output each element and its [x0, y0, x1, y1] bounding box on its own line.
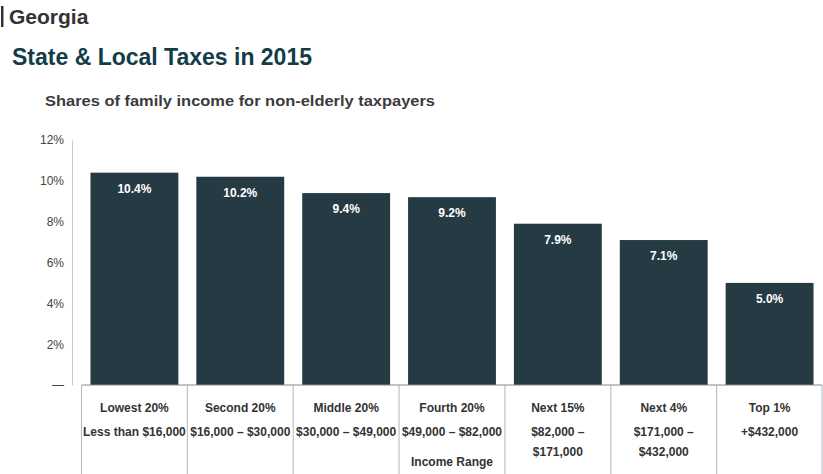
- y-tick-label: 12%: [40, 133, 64, 147]
- x-tick-label: $49,000 – $82,000: [402, 425, 502, 439]
- bar: [514, 224, 602, 385]
- separator: [81, 385, 82, 474]
- x-axis-line: [82, 385, 822, 386]
- header: Georgia: [9, 5, 89, 28]
- x-tick-label: $16,000 – $30,000: [190, 425, 290, 439]
- bar: [620, 240, 708, 385]
- data-label: 10.4%: [117, 182, 151, 196]
- bars: [90, 173, 813, 385]
- x-tick-label: $432,000: [639, 445, 689, 459]
- bar: [302, 193, 390, 385]
- x-tick-label: Second 20%: [205, 401, 276, 415]
- y-tick-label: 10%: [40, 174, 64, 188]
- x-tick-label: Next 15%: [531, 401, 585, 415]
- y-tick: 8%: [47, 215, 72, 229]
- x-tick-label: $82,000 –: [531, 425, 585, 439]
- y-tick-label: —: [52, 378, 64, 392]
- y-axis-line: [72, 141, 73, 386]
- x-tick-label: Lowest 20%: [100, 401, 169, 415]
- x-axis: Lowest 20% Less than $16,000 Second 20% $16…: [83, 401, 798, 459]
- data-label: 5.0%: [756, 292, 784, 306]
- subtitle: Shares of family income for non-elderly …: [45, 92, 435, 109]
- y-tick: 10%: [40, 174, 72, 188]
- y-tick-label: 6%: [47, 256, 65, 270]
- title: State & Local Taxes in 2015: [12, 44, 312, 70]
- x-tick-label: Top 1%: [749, 401, 791, 415]
- chart: Georgia State & Local Taxes in 2015 Shares…: [0, 0, 823, 474]
- y-tick: 12%: [40, 133, 72, 147]
- bar: [408, 197, 496, 385]
- y-tick: 6%: [47, 256, 72, 270]
- data-label: 7.1%: [650, 249, 678, 263]
- x-tick-label: $30,000 – $49,000: [296, 425, 396, 439]
- bar: [90, 173, 178, 385]
- x-axis-title: Income Range: [411, 455, 493, 469]
- x-tick-label: $171,000: [533, 445, 583, 459]
- separator: [504, 385, 505, 474]
- header-bar: [1, 6, 4, 27]
- separator: [610, 385, 611, 474]
- separator: [399, 385, 400, 474]
- separator: [716, 385, 717, 474]
- y-tick-label: 8%: [47, 215, 65, 229]
- separator: [187, 385, 188, 474]
- bar: [196, 177, 284, 385]
- y-axis: — 2% 4% 6% 8% 10% 12%: [40, 133, 73, 392]
- y-tick: —: [52, 378, 72, 392]
- data-label: 7.9%: [544, 233, 572, 247]
- separator: [822, 385, 823, 474]
- data-label: 10.2%: [223, 186, 257, 200]
- x-tick-label: Less than $16,000: [83, 425, 186, 439]
- y-tick: 4%: [47, 297, 72, 311]
- bar: [726, 283, 814, 385]
- category-separators: [81, 385, 822, 474]
- separator: [293, 385, 294, 474]
- data-labels: 10.4% 10.2% 9.4% 9.2% 7.9% 7.1% 5.0%: [117, 182, 783, 306]
- y-tick: 2%: [47, 338, 72, 352]
- x-tick-label: Next 4%: [640, 401, 687, 415]
- x-tick-label: Fourth 20%: [419, 401, 485, 415]
- data-label: 9.4%: [332, 202, 360, 216]
- y-tick-label: 2%: [47, 338, 65, 352]
- x-tick-label: +$432,000: [741, 425, 798, 439]
- y-tick-label: 4%: [47, 297, 65, 311]
- x-tick-label: Middle 20%: [313, 401, 379, 415]
- x-tick-label: $171,000 –: [634, 425, 694, 439]
- data-label: 9.2%: [438, 206, 466, 220]
